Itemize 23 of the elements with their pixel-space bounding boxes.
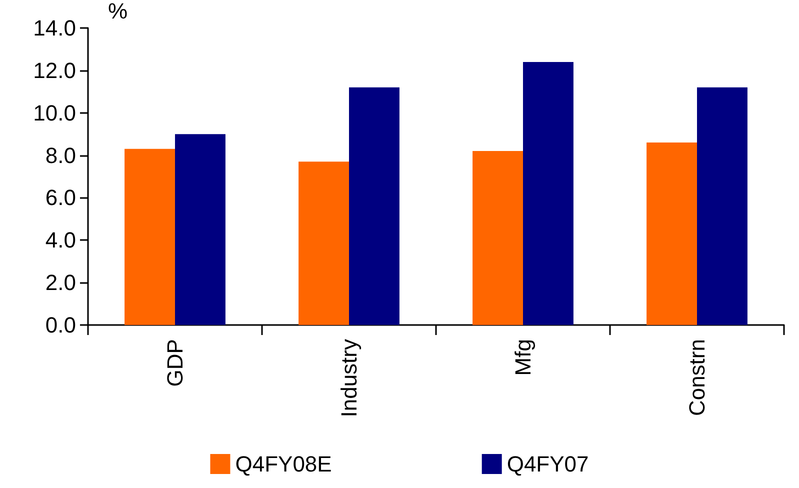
bar [349, 87, 400, 325]
x-tick-label: GDP [162, 339, 188, 387]
legend-label: Q4FY07 [506, 452, 589, 476]
bar [697, 87, 748, 325]
y-tick-label: 2.0 [45, 270, 76, 296]
y-tick-label: 8.0 [45, 142, 76, 168]
bar [175, 134, 226, 325]
y-tick-label: 0.0 [45, 312, 76, 338]
legend-label: Q4FY08E [235, 452, 332, 476]
bar [124, 148, 175, 325]
x-tick-label: Constrn [684, 339, 710, 416]
bar [472, 151, 523, 325]
bar [646, 142, 697, 325]
bar [298, 162, 349, 325]
y-tick-label: 10.0 [33, 100, 76, 126]
y-tick-label: 12.0 [33, 58, 76, 83]
bar [523, 62, 574, 325]
y-tick-label: 14.0 [33, 16, 76, 40]
x-tick-label: Mfg [510, 339, 536, 376]
x-tick-label: Industry [336, 339, 362, 418]
y-tick-label: 6.0 [45, 185, 76, 210]
y-axis-title: % [108, 0, 128, 24]
y-tick-label: 4.0 [45, 228, 76, 253]
